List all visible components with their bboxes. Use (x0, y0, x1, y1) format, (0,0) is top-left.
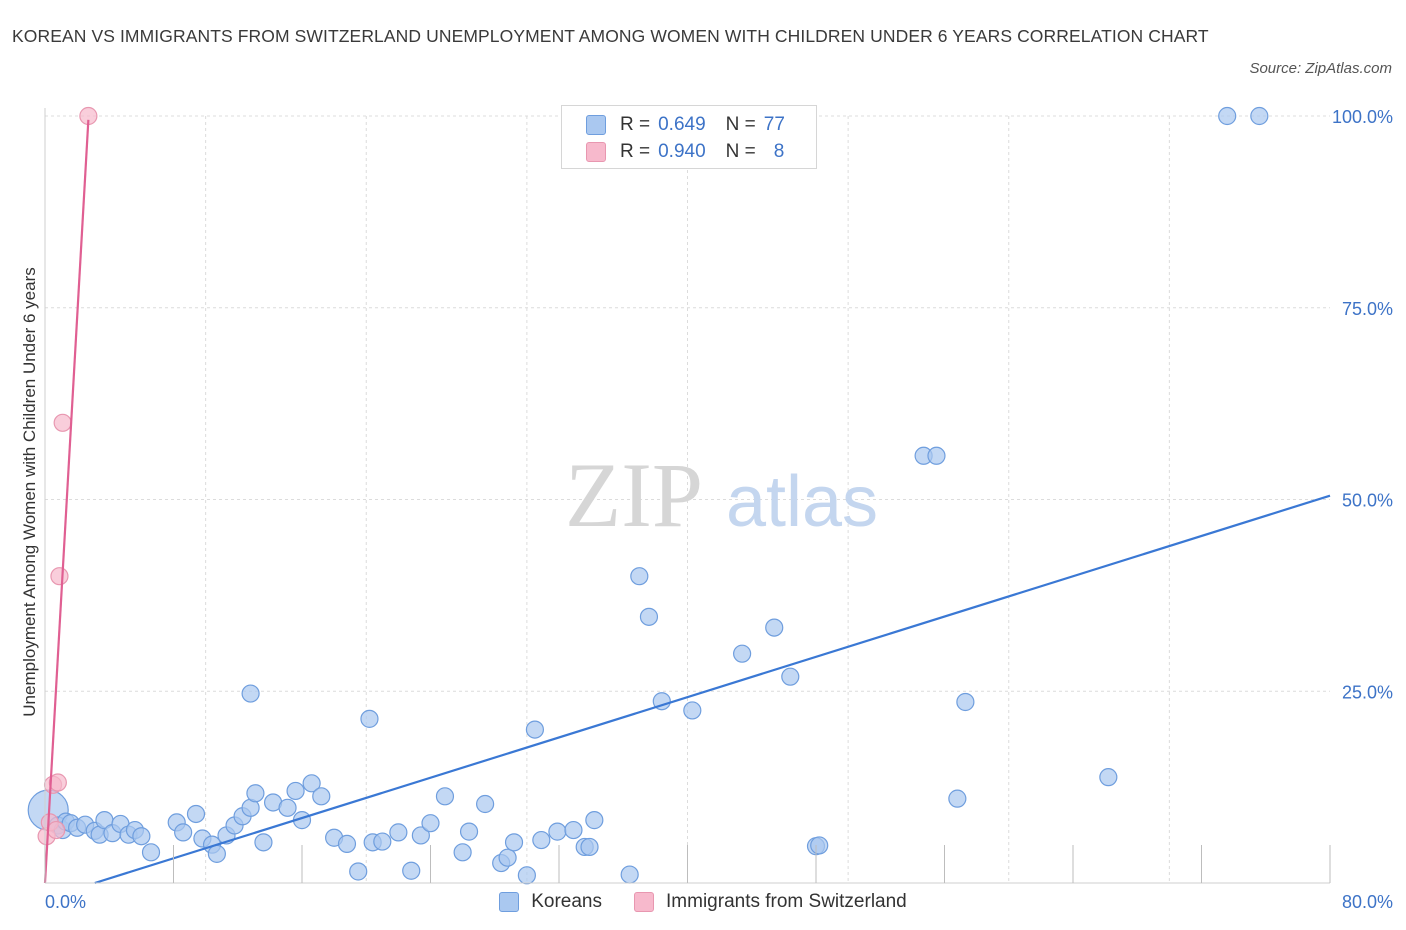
korean-point (312, 787, 331, 806)
y-tick-label: 25.0% (1342, 682, 1393, 702)
korean-point (349, 862, 368, 881)
y-axis-label: Unemployment Among Women with Children U… (20, 267, 39, 716)
series-legend: Koreans Immigrants from Switzerland (0, 889, 1406, 915)
legend-swatch-pink (634, 892, 655, 912)
korean-point (373, 832, 392, 851)
korean-point (810, 836, 829, 855)
korean-point (459, 822, 479, 841)
legend-r-value: 0.940 (658, 141, 706, 162)
switzerland-trendline (43, 119, 90, 884)
legend-r-value: 0.649 (658, 114, 706, 135)
korean-point (360, 709, 379, 728)
korean-point (683, 701, 702, 720)
korean-point (504, 833, 524, 852)
y-tick-label: 75.0% (1342, 299, 1393, 319)
korean-point (781, 667, 800, 686)
legend-item-switzerland: Immigrants from Switzerland (634, 891, 907, 913)
korean-point (525, 720, 545, 739)
legend-row-switzerland: R = 0.940 N = 8 (586, 140, 784, 164)
korean-point (1218, 106, 1237, 126)
axis-layer: 25.0% 50.0% 75.0% 100.0% 0.0% 80.0% (44, 107, 1393, 912)
chart-title: KOREAN VS IMMIGRANTS FROM SWITZERLAND UN… (12, 26, 1209, 46)
legend-r-label: R = (620, 114, 651, 135)
korean-point (639, 607, 659, 626)
korean-point (630, 567, 649, 586)
korean-point (765, 618, 784, 637)
korean-point (1099, 768, 1118, 787)
legend-n-label: N = (725, 114, 756, 135)
switzerland-point (48, 773, 67, 792)
x-tick-label: 80.0% (1342, 892, 1393, 912)
korean-point (564, 820, 583, 840)
korean-point (620, 865, 639, 884)
korean-point (435, 787, 455, 806)
korean-point (548, 822, 567, 841)
korean-point (402, 861, 421, 880)
trendlines-layer (43, 119, 1331, 885)
korean-point (411, 826, 430, 845)
legend-n-value: 8 (773, 141, 785, 162)
korean-point (927, 446, 946, 465)
y-tick-label: 50.0% (1342, 491, 1393, 511)
source-label: Source: ZipAtlas.com (1249, 60, 1392, 77)
korean-point (246, 784, 265, 803)
watermark-atlas: atlas (726, 462, 878, 542)
korean-point (453, 843, 472, 862)
korean-point (141, 843, 161, 862)
korean-point (733, 644, 752, 663)
korean-point (517, 866, 536, 885)
watermark-zip: ZIP (565, 444, 703, 546)
korean-point (286, 781, 305, 801)
legend-r-label: R = (620, 141, 651, 162)
legend-label-switzerland: Immigrants from Switzerland (666, 891, 907, 912)
korean-point (389, 823, 408, 842)
korean-point (956, 692, 975, 712)
korean-point (132, 827, 151, 846)
legend-n-value: 77 (763, 114, 785, 135)
korean-point (302, 774, 321, 793)
korean-trendline (94, 494, 1331, 885)
korean-point (1250, 106, 1269, 126)
legend-swatch-blue (586, 115, 606, 135)
korean-point (186, 804, 206, 824)
korean-point (241, 684, 260, 703)
legend-label-koreans: Koreans (531, 891, 603, 912)
x-tick-label: 0.0% (45, 892, 86, 912)
legend-n-label: N = (725, 141, 756, 162)
korean-point (580, 837, 599, 857)
y-tick-label: 100.0% (1332, 107, 1393, 127)
korean-point (174, 823, 193, 842)
korean-point (337, 834, 357, 853)
switzerland-point (50, 567, 69, 586)
legend-swatch-pink (586, 142, 606, 162)
switzerland-point (47, 820, 66, 840)
korean-point (421, 814, 440, 833)
korean-point (207, 844, 226, 863)
switzerland-point (53, 413, 72, 432)
legend-item-koreans: Koreans (499, 891, 602, 913)
korean-point (278, 798, 297, 817)
korean-point (585, 811, 604, 830)
korean-point (476, 794, 495, 814)
korean-point (254, 833, 273, 852)
korean-point (532, 830, 551, 850)
legend-row-koreans: R = 0.649 N = 77 (586, 113, 785, 137)
stats-legend: R = 0.649 N = 77 R = 0.940 N = 8 (561, 105, 817, 169)
korean-point (498, 848, 517, 867)
korean-point (948, 789, 967, 808)
legend-swatch-blue (499, 892, 520, 912)
